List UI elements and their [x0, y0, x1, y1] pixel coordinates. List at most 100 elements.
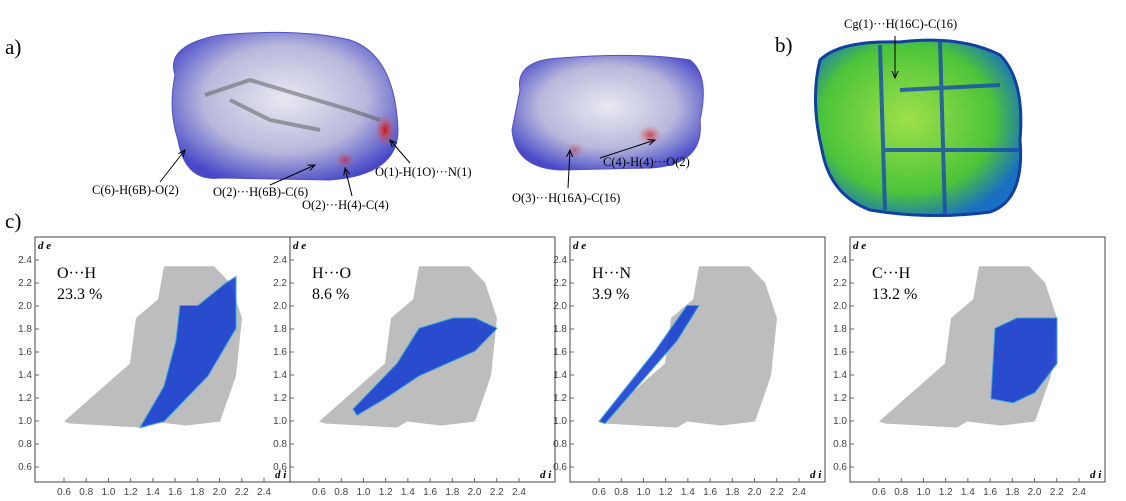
y-axis-label: d e	[853, 240, 866, 252]
x-tick-label: 1.6	[168, 487, 182, 498]
y-tick-label: 1.0	[553, 416, 567, 427]
x-tick-label: 1.2	[939, 487, 953, 498]
contact-spot	[335, 152, 355, 168]
y-axis-label: d e	[38, 240, 51, 252]
contact-spot	[566, 142, 584, 158]
y-tick-label: 1.8	[273, 324, 287, 335]
x-tick-label: 2.4	[512, 487, 526, 498]
x-tick-label: 0.8	[79, 487, 93, 498]
y-tick-label: 1.2	[273, 393, 287, 404]
fingerprint-plots: 0.6 0.8 1.0 1.2 1.4 1.6 1.8 2.0 2.2 2.4 0.6 0.8 1.0 1…	[18, 237, 1105, 498]
x-tick-label: 2.0	[1028, 487, 1042, 498]
y-tick-label: 1.8	[553, 324, 567, 335]
x-tick-label: 2.2	[770, 487, 784, 498]
y-tick-label: 1.6	[833, 347, 847, 358]
x-tick-label: 1.0	[101, 487, 115, 498]
y-tick-label: 2.4	[273, 255, 287, 266]
y-tick-label: 0.6	[273, 462, 287, 473]
y-tick-label: 1.0	[18, 416, 32, 427]
hirshfeld-surface	[512, 55, 703, 170]
x-tick-label: 2.0	[468, 487, 482, 498]
x-tick-label: 2.2	[490, 487, 504, 498]
x-tick-label: 2.4	[1072, 487, 1086, 498]
annotation: C(4)-H(4)···O(2)	[603, 155, 690, 169]
y-tick-label: 0.8	[273, 439, 287, 450]
y-tick-label: 1.6	[18, 347, 32, 358]
x-tick-label: 2.4	[257, 487, 271, 498]
y-tick-label: 0.6	[18, 462, 32, 473]
figure: a) b) c) C(6)-H(6B)-O(2) O(2)···H(6B)-C(…	[0, 0, 1126, 501]
y-tick-label: 1.0	[273, 416, 287, 427]
x-tick-label: 1.4	[401, 487, 415, 498]
y-tick-label: 2.0	[833, 301, 847, 312]
y-tick-label: 2.4	[833, 255, 847, 266]
x-tick-label: 2.2	[1050, 487, 1064, 498]
y-tick-label: 1.8	[833, 324, 847, 335]
x-tick-label: 1.2	[659, 487, 673, 498]
y-tick-label: 1.0	[833, 416, 847, 427]
x-tick-label: 2.0	[213, 487, 227, 498]
y-tick-label: 0.6	[833, 462, 847, 473]
contact-spot	[375, 114, 395, 146]
x-tick-label: 1.6	[423, 487, 437, 498]
y-tick-label: 1.8	[18, 324, 32, 335]
contact-percent: 8.6 %	[312, 286, 349, 303]
x-tick-label: 1.0	[916, 487, 930, 498]
panel-label: b)	[775, 33, 793, 57]
x-tick-label: 0.8	[334, 487, 348, 498]
contact-percent: 13.2 %	[872, 286, 917, 303]
y-tick-label: 1.4	[273, 370, 287, 381]
x-tick-label: 1.6	[703, 487, 717, 498]
y-axis-label: d e	[573, 240, 586, 252]
y-axis-label: d e	[293, 240, 306, 252]
y-tick-label: 2.2	[273, 278, 287, 289]
x-tick-label: 1.2	[124, 487, 138, 498]
annotation: O(3)···H(16A)-C(16)	[512, 191, 620, 205]
x-tick-label: 1.0	[356, 487, 370, 498]
contact-label: H···O	[312, 265, 351, 282]
x-axis-label: d i	[540, 469, 552, 481]
x-tick-label: 1.8	[1005, 487, 1019, 498]
curvedness-surface	[815, 40, 1020, 215]
y-tick-label: 0.8	[553, 439, 567, 450]
annotation: O(1)-H(1O)···N(1)	[375, 165, 471, 179]
x-tick-label: 1.6	[983, 487, 997, 498]
x-tick-label: 1.4	[961, 487, 975, 498]
y-tick-label: 2.2	[833, 278, 847, 289]
y-tick-label: 1.2	[833, 393, 847, 404]
x-tick-label: 2.4	[792, 487, 806, 498]
y-tick-label: 1.4	[553, 370, 567, 381]
x-tick-label: 2.2	[235, 487, 249, 498]
y-tick-label: 0.8	[18, 439, 32, 450]
y-tick-label: 2.4	[18, 255, 32, 266]
contact-percent: 3.9 %	[592, 286, 629, 303]
x-axis-label: d i	[810, 469, 822, 481]
x-tick-label: 1.0	[636, 487, 650, 498]
x-tick-label: 0.8	[614, 487, 628, 498]
contact-label: H···N	[592, 265, 632, 282]
y-tick-label: 2.2	[18, 278, 32, 289]
x-tick-label: 2.0	[748, 487, 762, 498]
contact-label: O···H	[57, 265, 97, 282]
annotation: C(6)-H(6B)-O(2)	[92, 183, 179, 197]
annotation: O(2)···H(4)-C(4)	[302, 198, 389, 212]
annotation: O(2)···H(6B)-C(6)	[213, 185, 308, 199]
hirshfeld-surface	[172, 32, 398, 180]
x-tick-label: 1.4	[681, 487, 695, 498]
x-axis-label: d i	[1090, 469, 1102, 481]
x-tick-label: 0.8	[894, 487, 908, 498]
x-tick-label: 0.6	[592, 487, 606, 498]
x-tick-label: 1.4	[146, 487, 160, 498]
y-tick-label: 2.0	[18, 301, 32, 312]
y-tick-label: 1.6	[273, 347, 287, 358]
x-tick-label: 1.2	[379, 487, 393, 498]
y-tick-label: 0.8	[833, 439, 847, 450]
x-tick-label: 0.6	[872, 487, 886, 498]
x-tick-label: 1.8	[190, 487, 204, 498]
y-tick-label: 1.4	[833, 370, 847, 381]
x-tick-label: 1.8	[445, 487, 459, 498]
y-tick-label: 2.2	[553, 278, 567, 289]
panel-label: c)	[5, 209, 21, 233]
panel-label: a)	[5, 35, 21, 59]
y-tick-label: 1.4	[18, 370, 32, 381]
